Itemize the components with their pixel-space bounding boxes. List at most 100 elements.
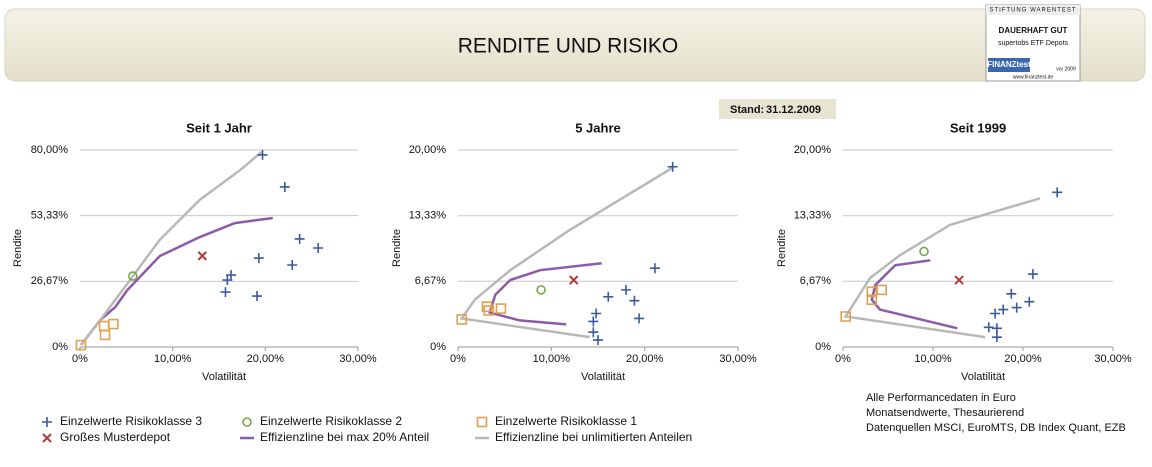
legend-swatch <box>42 417 52 427</box>
chart-title: Seit 1 Jahr <box>186 120 252 135</box>
point <box>649 263 660 274</box>
y-axis-label: Rendite <box>391 229 403 267</box>
legend-label: Einzelwerte Risikoklasse 1 <box>495 414 637 428</box>
y-axis-label: Rendite <box>12 229 24 267</box>
efficiency-line <box>488 262 602 326</box>
x-tick-label: 20,00% <box>1004 353 1042 365</box>
point <box>954 275 964 285</box>
chart-title: 5 Jahre <box>575 120 621 135</box>
point <box>128 271 138 281</box>
efficiency-line <box>843 197 1041 339</box>
point <box>98 320 110 332</box>
point <box>108 318 119 330</box>
point <box>1011 302 1022 313</box>
point <box>294 233 305 244</box>
x-axis-label: Volatilität <box>202 371 246 383</box>
point <box>251 291 262 302</box>
point <box>287 259 298 270</box>
point <box>591 308 602 319</box>
y-axis-label: Rendite <box>776 229 788 267</box>
point <box>1052 187 1063 198</box>
note: Alle Performancedaten in Euro <box>866 392 1016 404</box>
point <box>593 335 603 346</box>
point <box>483 305 495 316</box>
point <box>99 329 111 341</box>
legend-label: Effizienzline bei unlimitierten Anteilen <box>495 430 692 444</box>
x-tick-label: 10,00% <box>914 353 952 365</box>
stand-box <box>719 99 836 119</box>
legend-swatch <box>42 433 52 443</box>
point <box>876 284 888 296</box>
point <box>634 313 645 324</box>
y-tick-label: 0% <box>815 341 831 353</box>
point <box>536 285 546 295</box>
stand-date: 31.12.2009 <box>766 104 821 116</box>
badge: STIFTUNG WARENTEST DAUERHAFT GUT superto… <box>985 4 1081 82</box>
point <box>1027 269 1038 280</box>
point <box>603 291 614 302</box>
x-tick-label: 30,00% <box>719 353 757 365</box>
point <box>866 294 878 306</box>
legend-label: Großes Musterdepot <box>60 430 171 444</box>
stand-label: Stand: <box>730 104 764 116</box>
point <box>991 323 1002 334</box>
efficiency-line <box>870 259 958 330</box>
point <box>197 251 208 261</box>
badge-brand: FINANZtest <box>987 60 1031 69</box>
point <box>990 308 1001 319</box>
y-tick-label: 6,67% <box>800 275 831 287</box>
point <box>983 322 994 333</box>
legend-label: Einzelwerte Risikoklasse 3 <box>60 414 202 428</box>
point <box>220 287 231 298</box>
point <box>569 275 579 285</box>
x-tick-label: 0% <box>835 353 851 365</box>
y-tick-label: 13,33% <box>409 210 447 222</box>
y-tick-label: 0% <box>430 341 446 353</box>
point <box>257 149 268 160</box>
badge-rating: DAUERHAFT GUT <box>999 26 1068 35</box>
badge-org: STIFTUNG WARENTEST <box>989 8 1076 14</box>
x-tick-label: 20,00% <box>247 353 285 365</box>
y-tick-label: 80,00% <box>31 144 69 156</box>
y-tick-label: 20,00% <box>794 144 832 156</box>
header-banner <box>4 8 1146 82</box>
x-tick-label: 10,00% <box>533 353 571 365</box>
point <box>621 284 631 295</box>
point <box>991 332 1002 343</box>
badge-date: vor 2009 <box>1056 66 1076 72</box>
y-tick-label: 13,33% <box>794 210 832 222</box>
badge-url: www.finanztest.de <box>1013 74 1054 80</box>
legend-label: Effizienzline bei max 20% Anteil <box>260 430 429 444</box>
efficiency-line <box>79 151 263 346</box>
badge-product: supertobs ETF Depots <box>998 40 1069 47</box>
x-tick-label: 0% <box>450 353 466 365</box>
page-title: RENDITE UND RISIKO <box>458 35 679 58</box>
x-tick-label: 10,00% <box>154 353 192 365</box>
x-tick-label: 20,00% <box>626 353 664 365</box>
x-tick-label: 30,00% <box>339 353 377 365</box>
point <box>456 314 468 325</box>
efficiency-line <box>459 166 674 339</box>
point <box>75 339 87 351</box>
note: Monatsendwerte, Thesaurierend <box>866 407 1024 419</box>
point <box>866 286 878 298</box>
y-tick-label: 53,33% <box>31 210 69 222</box>
point <box>629 295 640 306</box>
note: Datenquellen MSCI, EuroMTS, DB Index Qua… <box>866 422 1126 434</box>
point <box>588 316 599 327</box>
x-tick-label: 0% <box>72 353 88 365</box>
legend-label: Einzelwerte Risikoklasse 2 <box>260 414 402 428</box>
point <box>588 327 599 338</box>
y-tick-label: 0% <box>52 341 68 353</box>
point <box>1024 296 1035 307</box>
y-tick-label: 26,67% <box>31 275 69 287</box>
y-tick-label: 20,00% <box>409 144 447 156</box>
x-axis-label: Volatilität <box>961 371 1005 383</box>
point <box>313 243 324 254</box>
legend-swatch <box>476 416 488 428</box>
point <box>279 181 290 192</box>
point <box>998 304 1009 315</box>
x-axis-label: Volatilität <box>581 371 625 383</box>
